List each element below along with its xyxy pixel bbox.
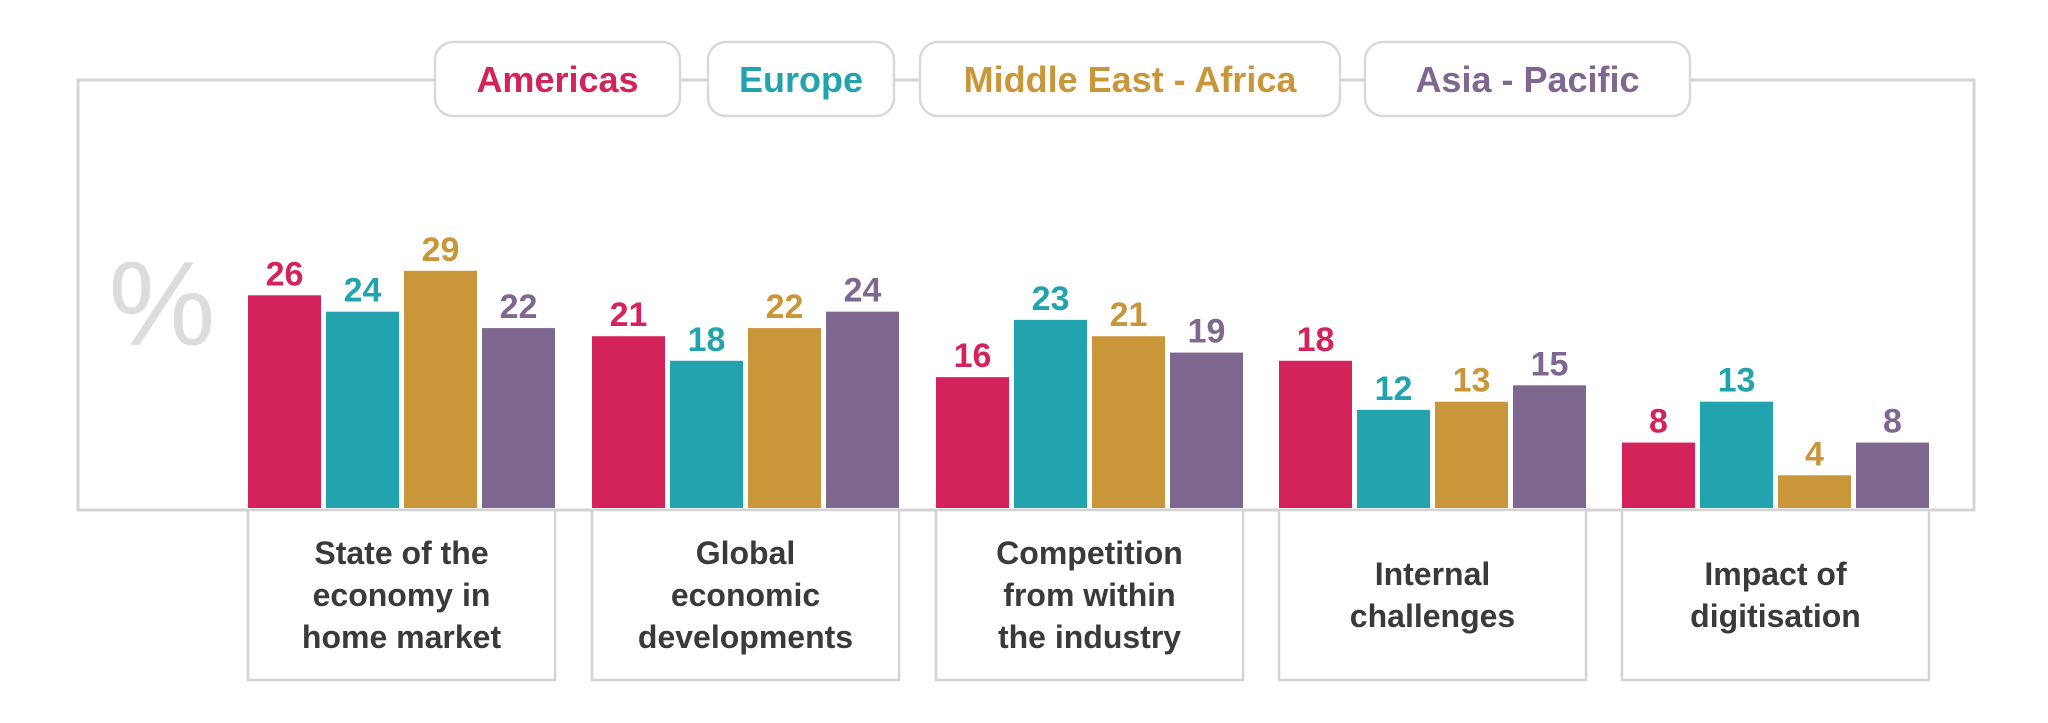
category-label: economic — [671, 577, 820, 613]
data-label: 8 — [1883, 403, 1902, 441]
legend: Americas Europe Middle East - Africa Asia -… — [433, 40, 1692, 118]
bar — [482, 328, 555, 508]
data-label: 16 — [954, 337, 992, 375]
category-box — [246, 508, 557, 682]
bar — [936, 377, 1009, 508]
category-label: developments — [638, 619, 853, 655]
bar — [1170, 352, 1243, 508]
data-label: 13 — [1453, 362, 1491, 400]
category-label: home market — [302, 619, 502, 655]
category-label: State of the — [314, 535, 488, 571]
data-label: 8 — [1649, 403, 1668, 441]
legend-item-box — [433, 40, 682, 118]
legend-item-box — [1363, 40, 1692, 118]
category-label: Competition — [996, 535, 1183, 571]
bar — [1279, 360, 1352, 508]
category-label: economy in — [313, 577, 491, 613]
category-label: digitisation — [1690, 598, 1861, 634]
data-label: 24 — [344, 272, 382, 310]
data-label: 13 — [1718, 362, 1756, 400]
legend-item-label: Europe — [739, 59, 863, 100]
data-label: 23 — [1032, 280, 1070, 318]
bar — [592, 336, 665, 508]
data-label: 15 — [1531, 345, 1569, 383]
bar — [1622, 442, 1695, 508]
category-axis: State of the economy in home market Global e… — [246, 508, 1931, 682]
data-label: 18 — [1297, 321, 1335, 359]
legend-item-label: Middle East - Africa — [964, 59, 1298, 100]
category-box — [1620, 508, 1931, 682]
bar — [1856, 442, 1929, 508]
bar — [404, 270, 477, 508]
bar — [670, 360, 743, 508]
data-label: 22 — [500, 288, 538, 326]
data-label: 29 — [422, 231, 460, 269]
category-box — [934, 508, 1245, 682]
bar — [1435, 401, 1508, 508]
bar — [1092, 336, 1165, 508]
category-box — [1277, 508, 1588, 682]
bar — [1778, 475, 1851, 508]
bar — [1700, 401, 1773, 508]
bar — [748, 328, 821, 508]
category-label: the industry — [998, 619, 1181, 655]
bar — [826, 311, 899, 508]
data-label: 21 — [1110, 296, 1148, 334]
data-label: 4 — [1805, 435, 1824, 473]
legend-item-box — [706, 40, 896, 118]
bar — [1014, 319, 1087, 508]
data-label: 26 — [266, 255, 304, 293]
legend-item-label: Americas — [476, 59, 638, 100]
data-label: 22 — [766, 288, 804, 326]
bar — [326, 311, 399, 508]
data-label: 19 — [1188, 313, 1226, 351]
legend-item-box — [918, 40, 1342, 118]
category-label: from within — [1003, 577, 1175, 613]
bars-group: 26 24 29 22 21 18 22 24 16 23 21 19 18 12 13 15 8 13 4 8 — [248, 231, 1929, 508]
bar — [248, 295, 321, 508]
data-label: 12 — [1375, 370, 1413, 408]
data-label: 24 — [844, 272, 882, 310]
bar — [1513, 385, 1586, 508]
category-label: Internal — [1375, 556, 1491, 592]
data-label: 21 — [610, 296, 648, 334]
category-box — [590, 508, 901, 682]
data-label: 18 — [688, 321, 726, 359]
unit-label: % — [109, 237, 216, 371]
category-label: Global — [696, 535, 796, 571]
bar — [1357, 409, 1430, 508]
category-label: Impact of — [1704, 556, 1847, 592]
category-label: challenges — [1350, 598, 1515, 634]
legend-item-label: Asia - Pacific — [1415, 59, 1639, 100]
